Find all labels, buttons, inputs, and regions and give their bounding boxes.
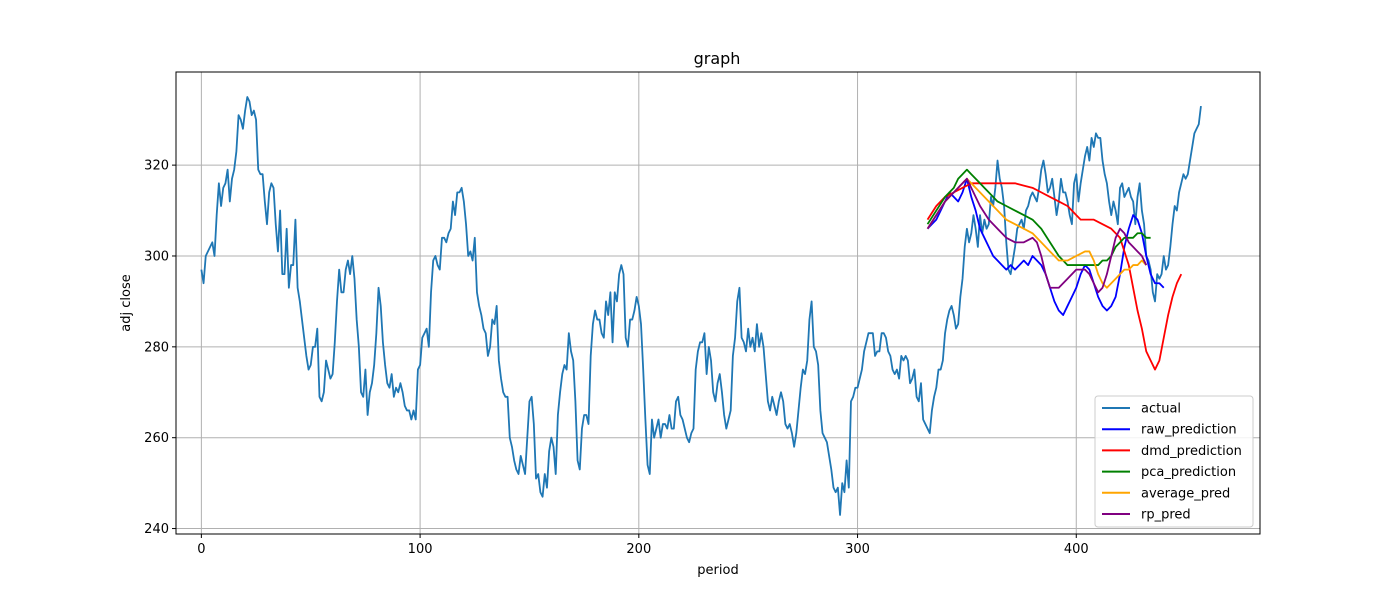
- y-tick-label: 320: [144, 159, 169, 174]
- series-line-average-pred: [926, 177, 1147, 289]
- legend-label: dmd_prediction: [1141, 444, 1242, 459]
- y-tick-label: 260: [144, 431, 169, 446]
- y-tick-label: 280: [144, 340, 169, 355]
- legend: actual raw_prediction dmd_prediction pca_pr…: [1094, 395, 1254, 528]
- x-tick-label: 300: [845, 542, 870, 557]
- plot-frame: [175, 71, 1261, 535]
- chart-title: graph: [694, 49, 741, 68]
- series-lines: [200, 96, 1202, 516]
- legend-label: actual: [1141, 402, 1181, 417]
- y-tick-label: 240: [144, 522, 169, 537]
- series-line-dmd-prediction: [926, 182, 1183, 371]
- legend-label: pca_prediction: [1141, 465, 1236, 480]
- x-tick-label: 200: [626, 542, 651, 557]
- legend-label: average_pred: [1141, 486, 1230, 501]
- x-tick-label: 100: [408, 542, 433, 557]
- y-axis-label: adj close: [119, 274, 134, 331]
- x-axis-label: period: [697, 563, 738, 578]
- legend-box: [1094, 395, 1254, 528]
- series-line-actual: [200, 96, 1202, 516]
- y-tick-label: 300: [144, 249, 169, 264]
- x-tick-label: 0: [197, 542, 205, 557]
- series-line-rp-pred: [926, 177, 1148, 294]
- series-line-pca-prediction: [926, 168, 1151, 266]
- legend-label: rp_pred: [1141, 508, 1191, 523]
- legend-label: raw_prediction: [1141, 423, 1237, 438]
- x-tick-label: 400: [1064, 542, 1089, 557]
- axis-ticks: 0 100 200 300 400 240 260 280 300 320: [144, 159, 1089, 557]
